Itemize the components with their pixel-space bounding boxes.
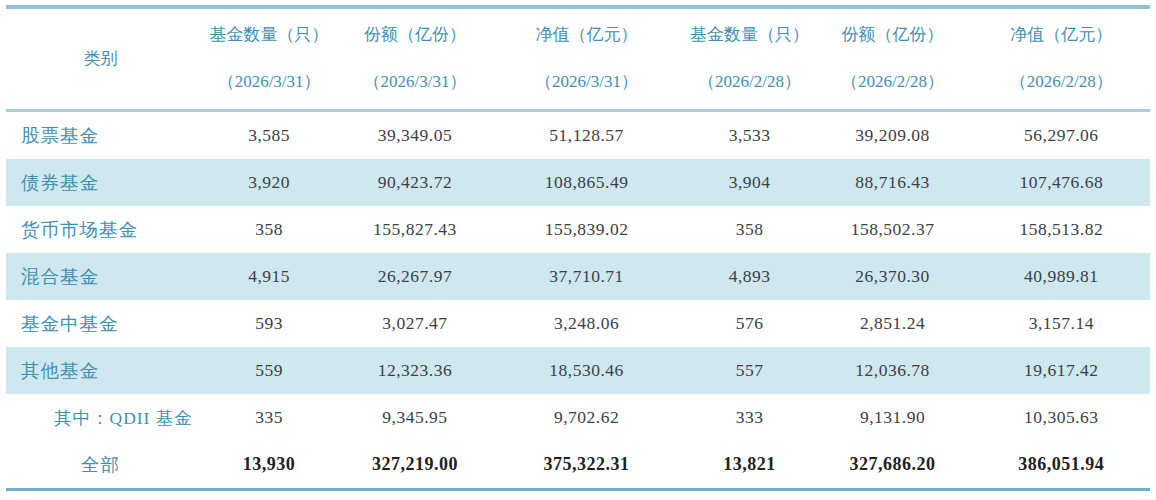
column-header-content: 基金数量（只） （2026/2/28）: [687, 9, 813, 109]
column-header-label: 净值（亿元）: [486, 23, 686, 46]
cell-value: 3,585: [195, 111, 344, 160]
cell-value: 3,920: [195, 159, 344, 206]
cell-value: 559: [195, 347, 344, 394]
column-header-date: （2026/3/31）: [343, 70, 486, 93]
column-header-content: 净值（亿元） （2026/2/28）: [973, 9, 1150, 109]
cell-value: 3,027.47: [343, 300, 486, 347]
cell-value: 327,219.00: [343, 441, 486, 490]
cell-value: 107,476.68: [973, 159, 1150, 206]
cell-value: 333: [687, 394, 813, 441]
cell-value: 2,851.24: [812, 300, 972, 347]
column-header: 净值（亿元） （2026/3/31）: [486, 7, 686, 111]
row-category: 其中：QDII 基金: [6, 394, 195, 441]
column-header-label: 基金数量（只）: [687, 23, 813, 46]
table-row: 货币市场基金358155,827.43155,839.02358158,502.…: [6, 206, 1150, 253]
cell-value: 39,349.05: [343, 111, 486, 160]
row-category: 混合基金: [6, 253, 195, 300]
column-header-content: 份额（亿份） （2026/2/28）: [812, 9, 972, 109]
column-header: 净值（亿元） （2026/2/28）: [973, 7, 1150, 111]
column-header: 份额（亿份） （2026/3/31）: [343, 7, 486, 111]
cell-value: 3,533: [687, 111, 813, 160]
column-header-date: （2026/3/31）: [195, 70, 344, 93]
cell-value: 51,128.57: [486, 111, 686, 160]
cell-value: 37,710.71: [486, 253, 686, 300]
cell-value: 26,370.30: [812, 253, 972, 300]
table-row: 其中：QDII 基金3359,345.959,702.623339,131.90…: [6, 394, 1150, 441]
column-header-content: 类别: [6, 9, 195, 109]
cell-value: 557: [687, 347, 813, 394]
row-category: 货币市场基金: [6, 206, 195, 253]
cell-value: 39,209.08: [812, 111, 972, 160]
table-row: 其他基金55912,323.3618,530.4655712,036.7819,…: [6, 347, 1150, 394]
cell-value: 10,305.63: [973, 394, 1150, 441]
cell-value: 593: [195, 300, 344, 347]
cell-value: 158,502.37: [812, 206, 972, 253]
column-header-label: 类别: [6, 47, 195, 70]
cell-value: 90,423.72: [343, 159, 486, 206]
table-row: 混合基金4,91526,267.9737,710.714,89326,370.3…: [6, 253, 1150, 300]
cell-value: 358: [195, 206, 344, 253]
fund-statistics-page: 类别基金数量（只）（2026/3/31）份额（亿份）（2026/3/31）净值（…: [0, 0, 1156, 500]
cell-value: 13,821: [687, 441, 813, 490]
cell-value: 9,345.95: [343, 394, 486, 441]
column-header-label: 基金数量（只）: [195, 23, 344, 46]
table-row: 全部13,930327,219.00375,322.3113,821327,68…: [6, 441, 1150, 490]
cell-value: 576: [687, 300, 813, 347]
column-header-date: （2026/3/31）: [486, 70, 686, 93]
cell-value: 56,297.06: [973, 111, 1150, 160]
cell-value: 375,322.31: [486, 441, 686, 490]
row-category: 股票基金: [6, 111, 195, 160]
column-header-content: 基金数量（只） （2026/3/31）: [195, 9, 344, 109]
cell-value: 88,716.43: [812, 159, 972, 206]
cell-value: 155,839.02: [486, 206, 686, 253]
column-header-content: 份额（亿份） （2026/3/31）: [343, 9, 486, 109]
row-category: 债券基金: [6, 159, 195, 206]
cell-value: 158,513.82: [973, 206, 1150, 253]
cell-value: 386,051.94: [973, 441, 1150, 490]
column-header: 基金数量（只） （2026/2/28）: [687, 7, 813, 111]
row-category: 全部: [6, 441, 195, 490]
column-header-label: 净值（亿元）: [973, 23, 1150, 46]
cell-value: 19,617.42: [973, 347, 1150, 394]
cell-value: 12,323.36: [343, 347, 486, 394]
cell-value: 13,930: [195, 441, 344, 490]
table-row: 基金中基金5933,027.473,248.065762,851.243,157…: [6, 300, 1150, 347]
cell-value: 3,157.14: [973, 300, 1150, 347]
table-row: 股票基金3,58539,349.0551,128.573,53339,209.0…: [6, 111, 1150, 160]
column-header-label: 份额（亿份）: [812, 23, 972, 46]
cell-value: 9,131.90: [812, 394, 972, 441]
header-row: 类别基金数量（只）（2026/3/31）份额（亿份）（2026/3/31）净值（…: [6, 7, 1150, 111]
cell-value: 26,267.97: [343, 253, 486, 300]
fund-statistics-table: 类别基金数量（只）（2026/3/31）份额（亿份）（2026/3/31）净值（…: [6, 5, 1150, 491]
cell-value: 155,827.43: [343, 206, 486, 253]
cell-value: 3,248.06: [486, 300, 686, 347]
column-header: 类别: [6, 7, 195, 111]
column-header-date: （2026/2/28）: [973, 70, 1150, 93]
cell-value: 40,989.81: [973, 253, 1150, 300]
cell-value: 327,686.20: [812, 441, 972, 490]
column-header: 份额（亿份） （2026/2/28）: [812, 7, 972, 111]
table-row: 债券基金3,92090,423.72108,865.493,90488,716.…: [6, 159, 1150, 206]
row-category: 其他基金: [6, 347, 195, 394]
column-header-date: （2026/2/28）: [812, 70, 972, 93]
cell-value: 4,893: [687, 253, 813, 300]
cell-value: 12,036.78: [812, 347, 972, 394]
column-header-date: （2026/2/28）: [687, 70, 813, 93]
cell-value: 3,904: [687, 159, 813, 206]
cell-value: 358: [687, 206, 813, 253]
cell-value: 9,702.62: [486, 394, 686, 441]
column-header: 基金数量（只） （2026/3/31）: [195, 7, 344, 111]
column-header-content: 净值（亿元） （2026/3/31）: [486, 9, 686, 109]
cell-value: 4,915: [195, 253, 344, 300]
cell-value: 335: [195, 394, 344, 441]
column-header-label: 份额（亿份）: [343, 23, 486, 46]
cell-value: 18,530.46: [486, 347, 686, 394]
row-category: 基金中基金: [6, 300, 195, 347]
cell-value: 108,865.49: [486, 159, 686, 206]
